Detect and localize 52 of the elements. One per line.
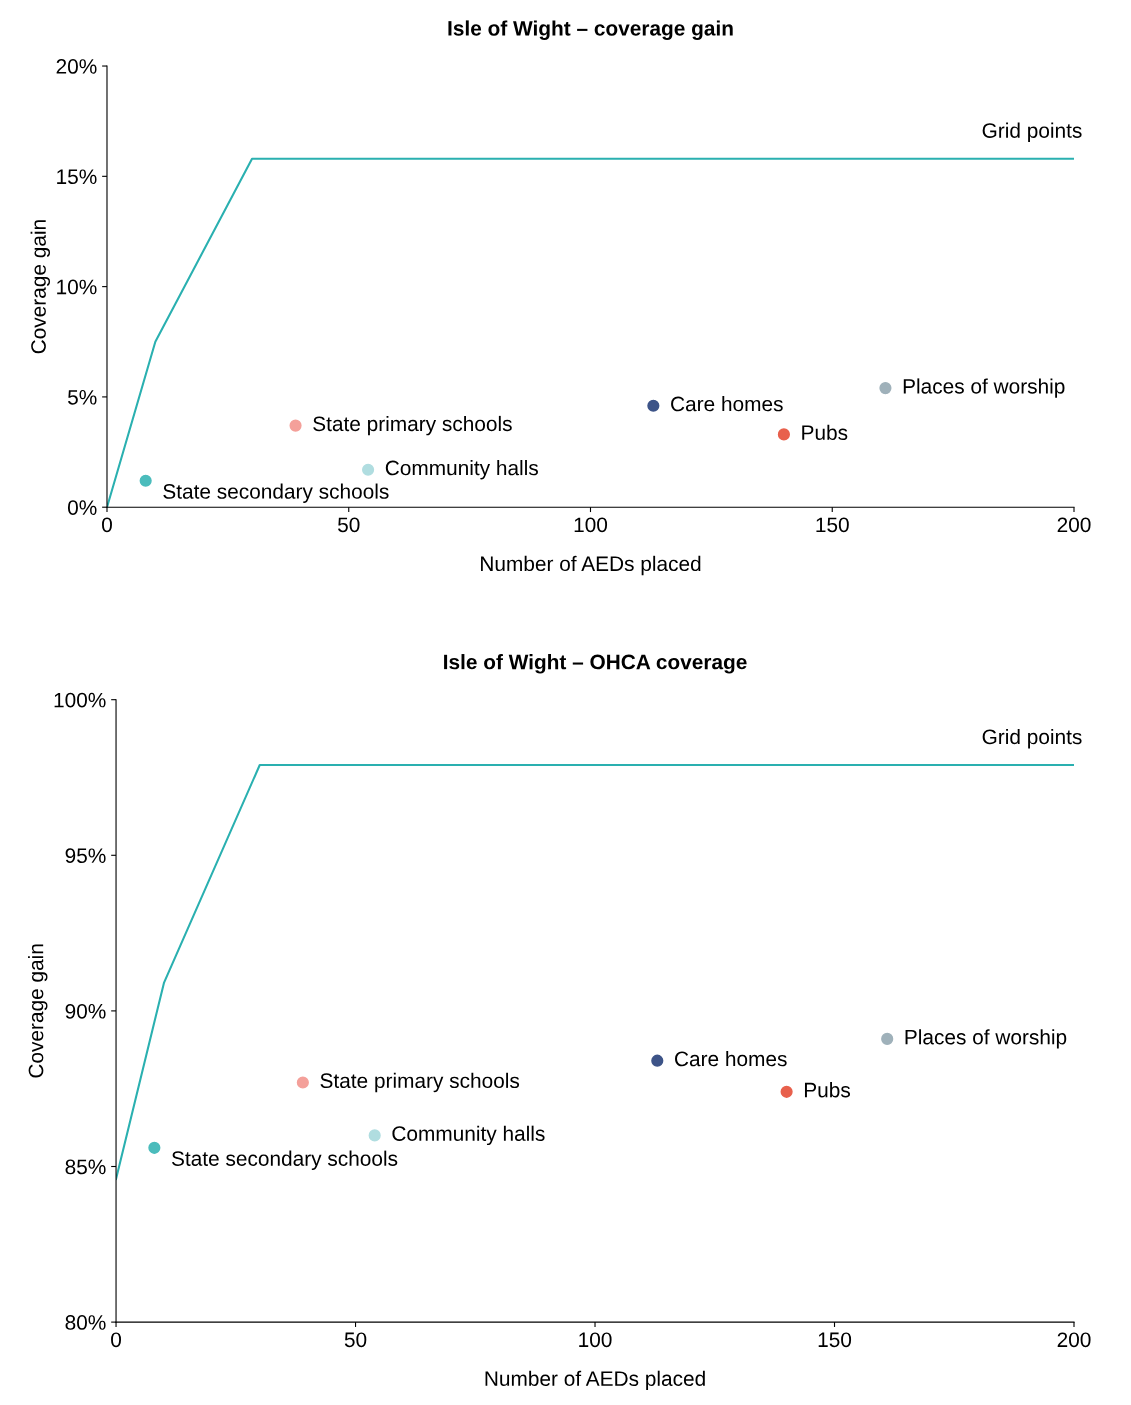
y-tick-label: 0%: [67, 500, 97, 515]
y-tick-label: 100%: [54, 692, 106, 708]
y-tick-label: 85%: [65, 1159, 106, 1175]
x-tick-label: 0: [102, 517, 112, 533]
point: [296, 1076, 309, 1089]
series-label: Pubs: [804, 1082, 851, 1098]
x-tick-label: 100: [574, 517, 608, 533]
point: [777, 428, 790, 441]
series-label: State primary schools: [320, 1072, 520, 1093]
series-label: State secondary schools: [171, 1150, 398, 1171]
x-tick-label: 50: [344, 1332, 367, 1348]
x-axis-title: Number of AEDs placed: [485, 1370, 705, 1391]
series-label: Pubs: [802, 424, 848, 440]
point: [881, 1032, 894, 1045]
y-axis-title: Coverage gain: [30, 220, 51, 354]
y-tick-label: 15%: [57, 169, 97, 185]
series-label: Community halls: [385, 460, 538, 480]
point: [139, 474, 152, 487]
x-tick-label: 200: [1057, 517, 1091, 533]
x-tick-label: 0: [111, 1332, 122, 1348]
point: [647, 399, 660, 412]
series-label: State primary schools: [313, 415, 512, 436]
point: [148, 1141, 161, 1154]
y-tick-label: 5%: [67, 390, 97, 405]
point: [879, 382, 892, 395]
y-tick-label: 80%: [65, 1315, 106, 1330]
y-tick-label: 20%: [56, 59, 97, 74]
series-label: Places of worship: [903, 378, 1065, 398]
x-axis-title: Number of AEDs placed: [481, 555, 701, 576]
chart-title: Isle of Wight – coverage gain: [448, 20, 733, 40]
x-tick-label: 100: [579, 1332, 612, 1348]
series-label: Care homes: [675, 1050, 787, 1067]
series-label: Care homes: [671, 396, 783, 412]
y-tick-label: 90%: [65, 1003, 106, 1019]
point: [368, 1129, 381, 1142]
chart-title: Isle of Wight – OHCA coverage: [444, 654, 747, 674]
series-label: State secondary schools: [163, 483, 389, 503]
series-label: Grid points: [982, 728, 1082, 749]
point: [780, 1085, 793, 1098]
point: [362, 463, 375, 476]
point: [651, 1054, 664, 1067]
x-tick-label: 150: [816, 517, 849, 533]
series-label: Community halls: [392, 1125, 545, 1146]
x-tick-label: 150: [818, 1332, 852, 1348]
series-label: Grid points: [982, 122, 1082, 143]
x-tick-label: 50: [337, 517, 360, 533]
y-axis-title: Coverage gain: [28, 944, 48, 1078]
y-tick-label: 10%: [57, 279, 97, 295]
series-label: Places of worship: [905, 1029, 1067, 1049]
point: [289, 419, 302, 432]
y-tick-label: 95%: [65, 848, 106, 864]
x-tick-label: 200: [1057, 1332, 1091, 1348]
